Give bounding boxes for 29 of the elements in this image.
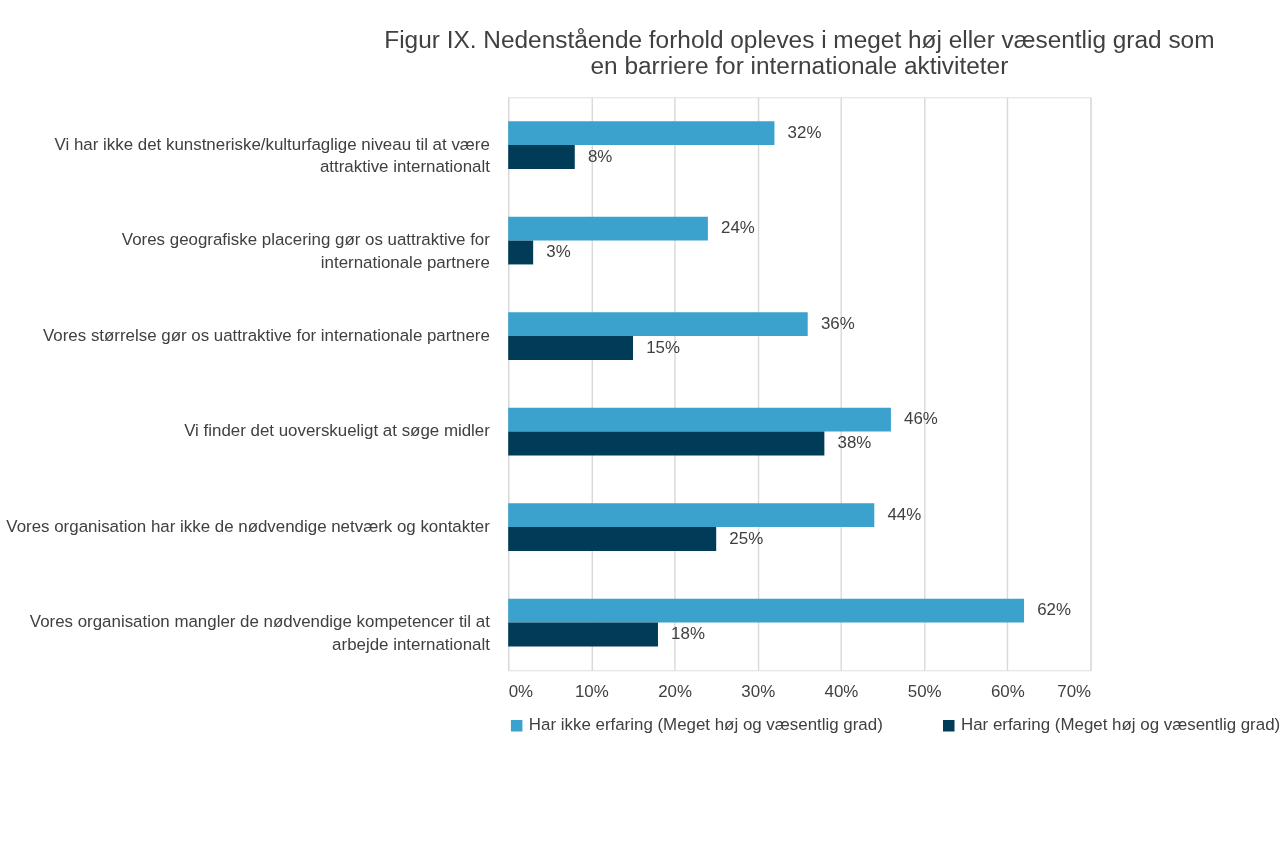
legend-label: Har erfaring (Meget høj og væsentlig grad): [960, 715, 1281, 735]
x-tick-label: 40%: [824, 682, 859, 702]
chart-title: Figur IX. Nedenstående forhold opleves i meget høj eller væsentlig grad som en barriere for internationale aktiviteter: [384, 25, 1215, 79]
data-label: 32%: [787, 122, 822, 142]
x-tick-label: 70%: [1057, 682, 1092, 702]
x-tick-label: 30%: [741, 682, 776, 702]
data-label: 18%: [671, 624, 705, 644]
data-label: 15%: [646, 337, 680, 357]
data-label: 3%: [546, 242, 571, 262]
data-label: 44%: [887, 504, 922, 524]
y-tick-label: Vi finder det uoverskueligt at søge midler: [184, 421, 491, 441]
data-label: 24%: [721, 218, 755, 238]
data-label: 25%: [729, 528, 764, 548]
data-label: 46%: [904, 409, 938, 429]
y-tick-label: Vores organisation mangler de nødvendige kompetencer til at arbejde internationalt: [29, 612, 491, 654]
y-tick-label: Vi har ikke det kunstneriske/kulturfaglige niveau til at være attraktive internationalt: [54, 134, 491, 177]
y-tick-label: Vores geografiske placering gør os uattraktive for internationale partnere: [121, 230, 491, 272]
x-tick-label: 60%: [990, 682, 1025, 702]
x-tick-label: 0%: [508, 682, 534, 702]
data-label: 38%: [837, 433, 872, 453]
x-tick-label: 50%: [907, 682, 942, 702]
legend-label: Har ikke erfaring (Meget høj og væsentlig grad): [528, 715, 883, 735]
y-tick-label: Vores organisation har ikke de nødvendige netværk og kontakter: [6, 516, 491, 536]
data-label: 8%: [587, 146, 613, 166]
data-label: 62%: [1037, 600, 1072, 620]
x-tick-label: 20%: [658, 682, 692, 702]
y-tick-label: Vores størrelse gør os uattraktive for internationale partnere: [43, 325, 490, 345]
data-label: 36%: [820, 313, 855, 333]
x-tick-label: 10%: [574, 682, 609, 702]
